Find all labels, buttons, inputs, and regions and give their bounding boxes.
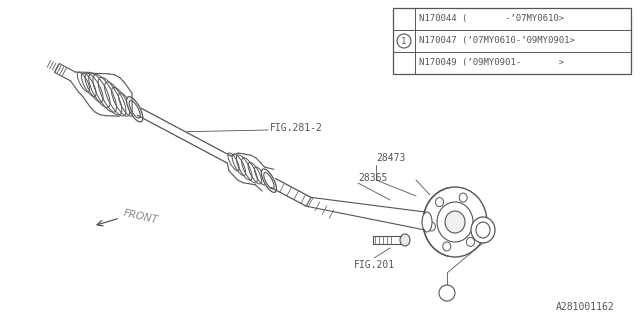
Text: 1: 1	[444, 288, 450, 298]
Text: A281001162: A281001162	[556, 302, 615, 312]
Ellipse shape	[471, 217, 495, 243]
Ellipse shape	[261, 169, 276, 192]
Ellipse shape	[422, 212, 432, 232]
Ellipse shape	[445, 211, 465, 233]
Text: N170044 (       -’07MY0610>: N170044 ( -’07MY0610>	[419, 14, 564, 23]
Circle shape	[397, 34, 411, 48]
Text: N170049 (’09MY0901-       >: N170049 (’09MY0901- >	[419, 59, 564, 68]
Bar	[393, 8, 631, 74]
Text: FIG.201: FIG.201	[354, 260, 395, 270]
Text: FIG.281-2: FIG.281-2	[270, 123, 323, 133]
Circle shape	[439, 285, 455, 301]
Ellipse shape	[127, 97, 143, 122]
Text: N170047 (’07MY0610-’09MY0901>: N170047 (’07MY0610-’09MY0901>	[419, 36, 575, 45]
Ellipse shape	[400, 234, 410, 246]
Text: 1: 1	[401, 36, 406, 45]
Text: FRONT: FRONT	[122, 208, 159, 226]
Ellipse shape	[423, 187, 487, 257]
Text: 28473: 28473	[376, 153, 405, 163]
Text: 28365: 28365	[358, 173, 387, 183]
